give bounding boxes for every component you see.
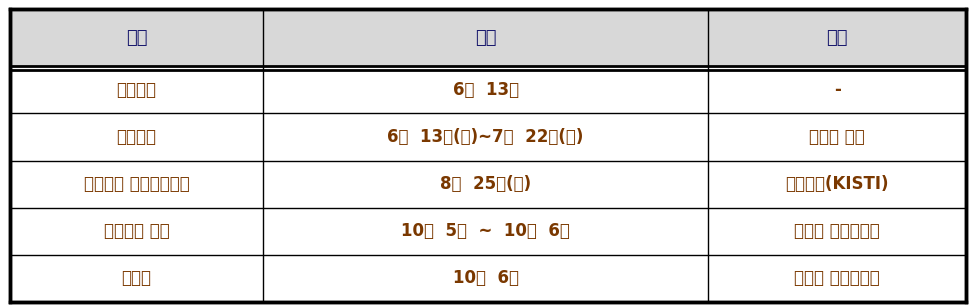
Text: 참가등록: 참가등록	[116, 128, 156, 146]
Bar	[10, 160, 264, 208]
Bar	[264, 208, 708, 255]
Bar	[708, 208, 966, 255]
Bar	[264, 255, 708, 302]
Bar	[708, 9, 966, 66]
Text: -: -	[834, 81, 840, 99]
Bar	[264, 66, 708, 113]
Text: 6월  13일(월)~7월  22일(금): 6월 13일(월)~7월 22일(금)	[387, 128, 584, 146]
Text: 경진대회 개최: 경진대회 개최	[103, 222, 170, 240]
Text: 6월  13일: 6월 13일	[453, 81, 518, 99]
Text: 시상식: 시상식	[121, 269, 151, 287]
Text: 일정: 일정	[475, 29, 497, 47]
Bar	[708, 160, 966, 208]
Bar	[10, 9, 264, 66]
Text: 8월  25일(목): 8월 25일(목)	[440, 175, 531, 193]
Text: 구분: 구분	[126, 29, 147, 47]
Bar	[264, 9, 708, 66]
Bar	[264, 113, 708, 160]
Bar	[10, 66, 264, 113]
Text: 대회공고: 대회공고	[116, 81, 156, 99]
Bar	[264, 160, 708, 208]
Text: 10월  5일  ~  10월  6일: 10월 5일 ~ 10월 6일	[401, 222, 570, 240]
Bar	[708, 255, 966, 302]
Text: 비고: 비고	[827, 29, 848, 47]
Text: 양재동 더케이호텔: 양재동 더케이호텔	[794, 269, 880, 287]
Text: 10월  6일: 10월 6일	[453, 269, 518, 287]
Bar	[10, 208, 264, 255]
Bar	[708, 66, 966, 113]
Bar	[10, 113, 264, 160]
Text: 이메일 접수: 이메일 접수	[809, 128, 865, 146]
Bar	[708, 113, 966, 160]
Text: 경진대회 오리엔테이션: 경진대회 오리엔테이션	[84, 175, 189, 193]
Text: 오프라인(KISTI): 오프라인(KISTI)	[786, 175, 889, 193]
Text: 양재동 더케이호텔: 양재동 더케이호텔	[794, 222, 880, 240]
Bar	[10, 255, 264, 302]
